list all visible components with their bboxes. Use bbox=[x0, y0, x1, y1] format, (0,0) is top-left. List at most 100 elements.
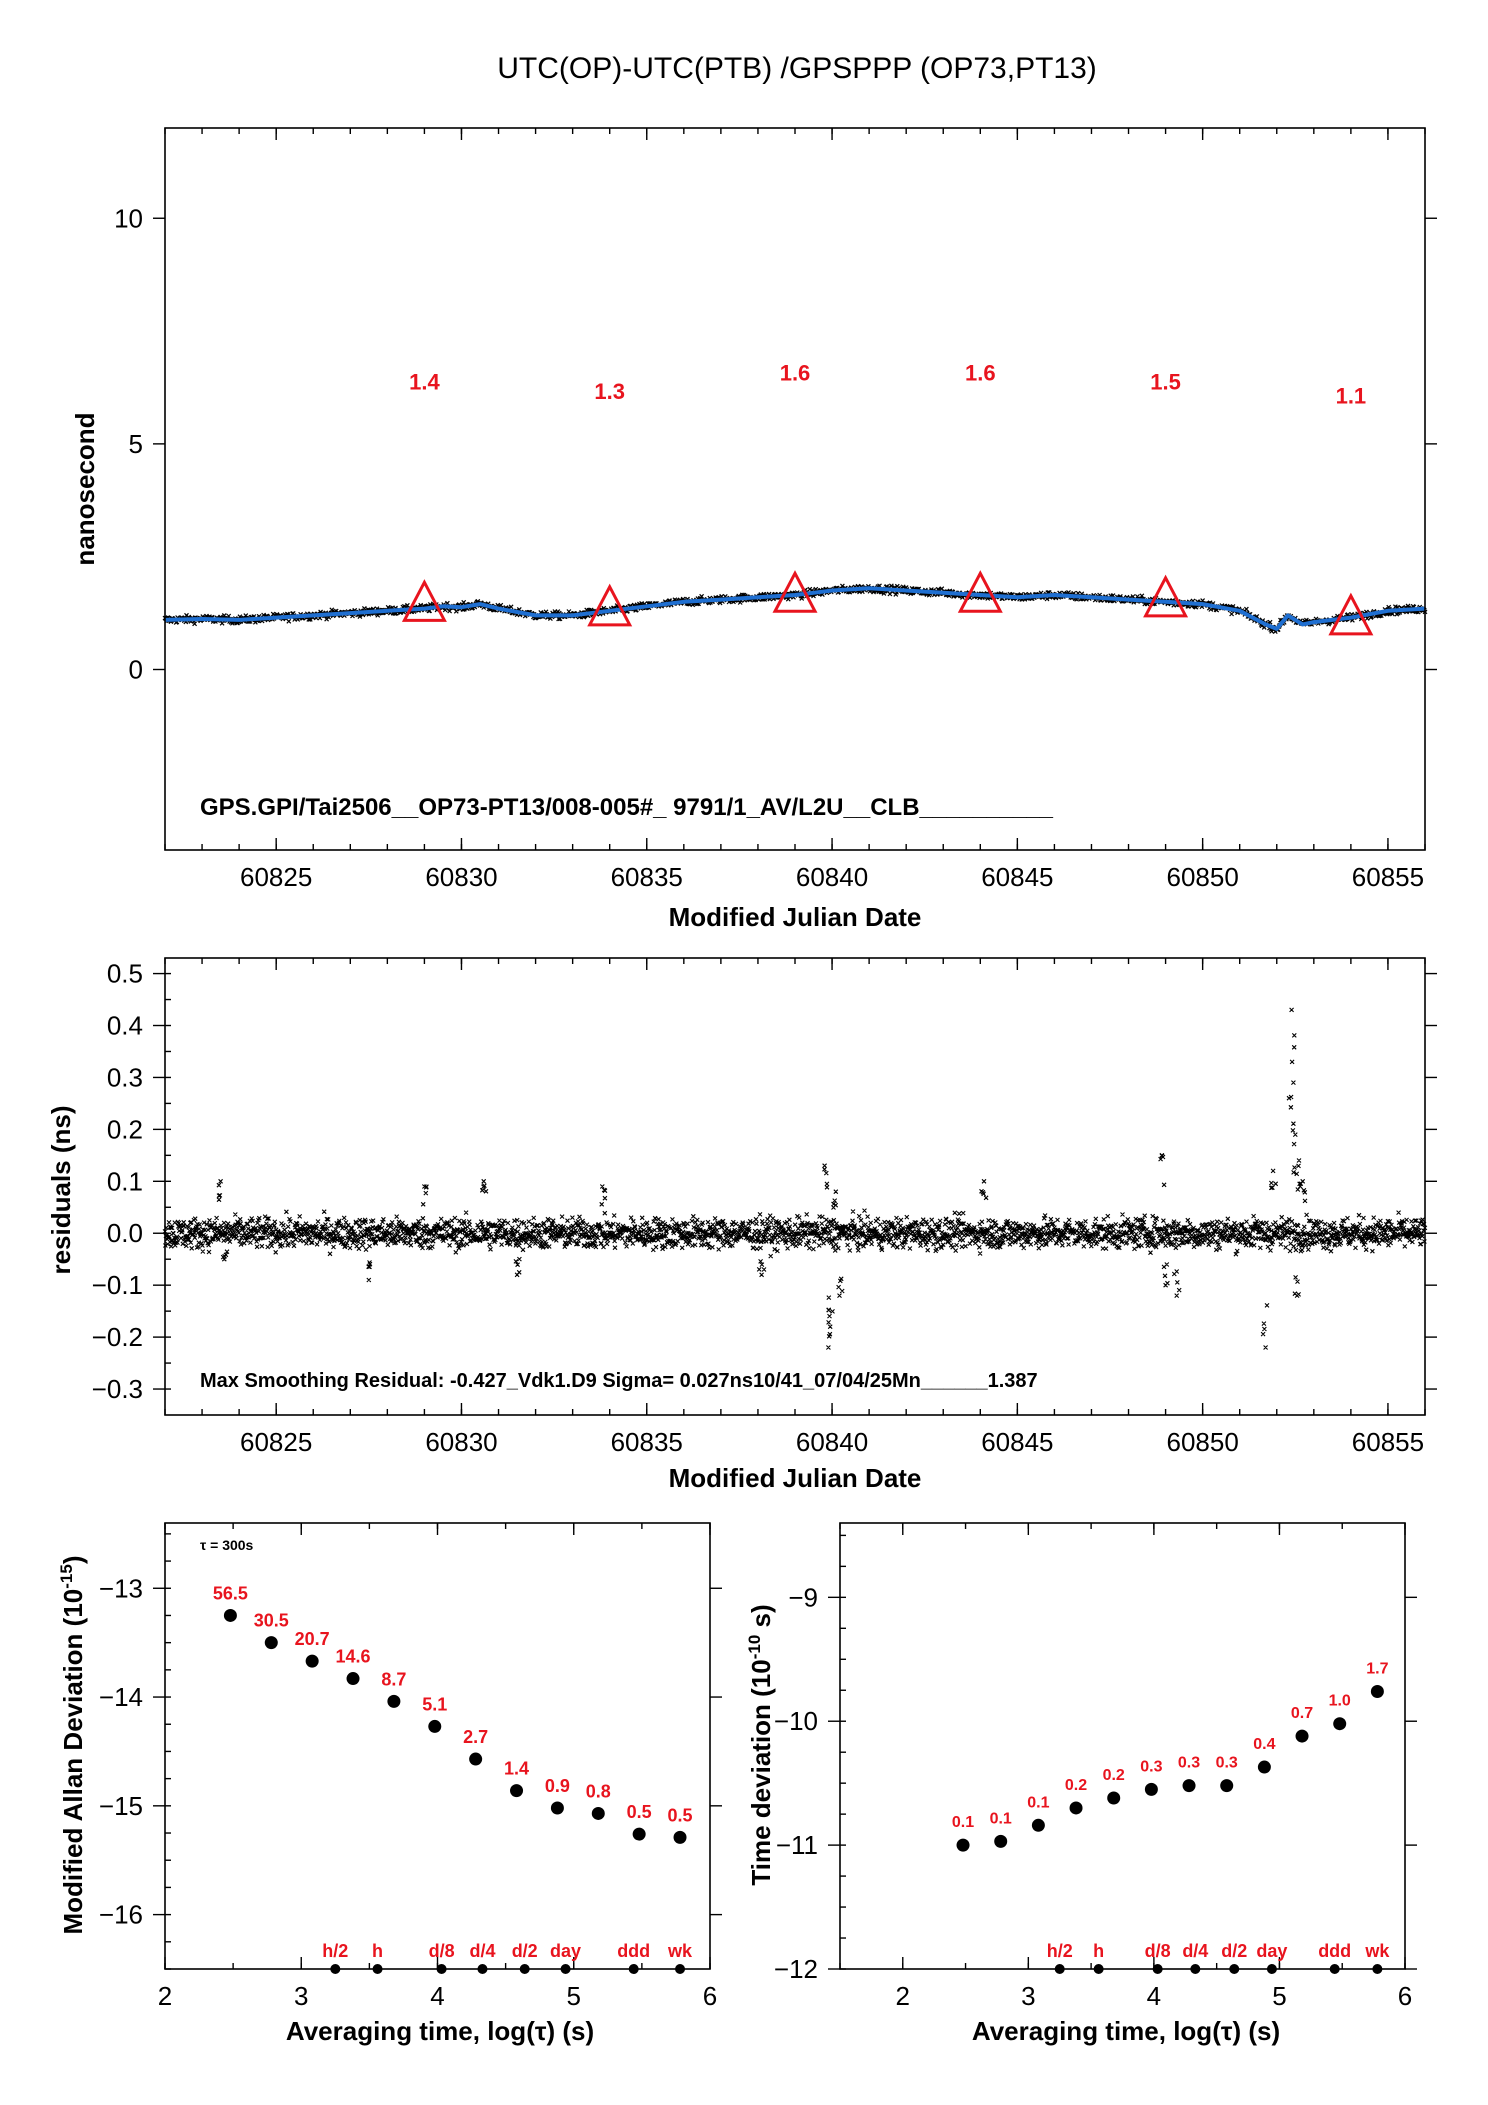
offset-marker-label: 1.1 bbox=[1336, 383, 1367, 408]
reference-label: ddd bbox=[617, 1941, 650, 1961]
y-tick-label: 0.3 bbox=[107, 1062, 143, 1092]
y-tick-label: 0.5 bbox=[107, 959, 143, 989]
deviation-point bbox=[1069, 1801, 1083, 1815]
deviation-point bbox=[1031, 1818, 1045, 1832]
x-tick-label: 2 bbox=[896, 1981, 910, 2011]
deviation-point-label: 1.4 bbox=[504, 1759, 529, 1779]
reference-marker bbox=[330, 1964, 341, 1974]
deviation-point-label: 0.8 bbox=[586, 1781, 611, 1801]
deviation-point bbox=[1182, 1779, 1196, 1793]
x-tick-label: 60835 bbox=[611, 862, 683, 892]
y-tick-label: 5 bbox=[129, 429, 143, 459]
reference-label: h/2 bbox=[322, 1941, 348, 1961]
y-tick-label: −9 bbox=[788, 1582, 818, 1612]
y-tick-label: 0 bbox=[129, 655, 143, 685]
deviation-point-label: 2.7 bbox=[463, 1727, 488, 1747]
offset-x-axis-label: Modified Julian Date bbox=[669, 902, 922, 932]
x-tick-label: 60850 bbox=[1166, 862, 1238, 892]
deviation-point-label: 5.1 bbox=[422, 1694, 447, 1714]
x-tick-label: 60830 bbox=[425, 862, 497, 892]
offset-ticks: 60825 60830 60835 60840 60845 60850 60855 0 5 10 bbox=[114, 128, 1437, 892]
deviation-point bbox=[223, 1608, 237, 1622]
residuals-x-axis-label: Modified Julian Date bbox=[669, 1463, 922, 1493]
deviation-point bbox=[1107, 1791, 1121, 1805]
offset-annotation: GPS.GPI/Tai2506__OP73-PT13/008-005#_ 979… bbox=[200, 794, 1054, 821]
deviation-point bbox=[1144, 1782, 1158, 1796]
reference-label: h bbox=[1093, 1941, 1104, 1961]
reference-label: day bbox=[1256, 1941, 1287, 1961]
offset-marker-label: 1.3 bbox=[594, 379, 625, 404]
x-tick-label: 6 bbox=[703, 1981, 717, 2011]
deviation-point bbox=[956, 1838, 970, 1852]
x-tick-label: 2 bbox=[158, 1981, 172, 2011]
x-tick-label: 5 bbox=[567, 1981, 581, 2011]
deviation-point bbox=[673, 1830, 687, 1844]
x-tick-label: 60825 bbox=[240, 862, 312, 892]
reference-label: d/8 bbox=[1145, 1941, 1171, 1961]
deviation-point bbox=[550, 1801, 564, 1815]
reference-label: d/4 bbox=[469, 1941, 495, 1961]
mdev-panel: 2 3 4 5 6 −16 −15 −14 −13 56.5 30.5 20.7 14.6 8.7 5.1… bbox=[57, 1522, 722, 2046]
deviation-point-label: 0.2 bbox=[1065, 1777, 1087, 1794]
mdev-points: 56.5 30.5 20.7 14.6 8.7 5.1 2.7 1.4 0.9 0.8 0.5 0.5… bbox=[213, 1583, 693, 1974]
y-tick-label: 10 bbox=[114, 203, 143, 233]
deviation-point bbox=[1257, 1760, 1271, 1774]
deviation-point bbox=[510, 1784, 524, 1798]
deviation-point-label: 0.1 bbox=[952, 1814, 974, 1831]
x-tick-label: 60855 bbox=[1352, 1427, 1424, 1457]
reference-marker bbox=[1229, 1964, 1240, 1974]
deviation-point-label: 0.5 bbox=[627, 1802, 652, 1822]
deviation-point-label: 14.6 bbox=[336, 1647, 371, 1667]
offset-y-axis-label: nanosecond bbox=[70, 412, 100, 565]
reference-marker bbox=[477, 1964, 488, 1974]
reference-label: wk bbox=[1364, 1941, 1390, 1961]
deviation-point-label: 20.7 bbox=[295, 1629, 330, 1649]
tdev-points: 0.1 0.1 0.1 0.2 0.2 0.3 0.3 0.3 0.4 0.7 1.0 1.7 h/2 h… bbox=[952, 1660, 1390, 1974]
deviation-point bbox=[1333, 1717, 1347, 1731]
offset-marker-label: 1.5 bbox=[1150, 370, 1181, 395]
reference-marker bbox=[1329, 1964, 1340, 1974]
y-tick-label: −14 bbox=[99, 1682, 143, 1712]
residuals-plot-frame bbox=[164, 957, 1426, 1416]
tdev-plot-frame bbox=[839, 1522, 1406, 1970]
offset-triangle-marker bbox=[772, 570, 818, 613]
x-tick-label: 60845 bbox=[981, 1427, 1053, 1457]
offset-marker-label: 1.6 bbox=[780, 361, 811, 386]
offset-triangle-marker bbox=[1143, 574, 1189, 618]
reference-marker bbox=[519, 1964, 530, 1974]
x-tick-label: 4 bbox=[430, 1981, 444, 2011]
y-tick-label: −0.3 bbox=[92, 1374, 143, 1404]
x-tick-label: 60835 bbox=[611, 1427, 683, 1457]
deviation-point bbox=[994, 1834, 1008, 1848]
x-tick-label: 4 bbox=[1147, 1981, 1161, 2011]
tdev-panel: 2 3 4 5 6−12−11−10−9 0.1 0.10.10.20.20.3 0.3 0.… bbox=[745, 1522, 1417, 2046]
x-tick-label: 60840 bbox=[796, 1427, 868, 1457]
deviation-point bbox=[591, 1806, 605, 1820]
mdev-y-axis-label: Modified Allan Deviation (10-15) bbox=[57, 1556, 88, 1935]
y-tick-label: −0.2 bbox=[92, 1322, 143, 1352]
offset-panel: 1.4 1.31.6 1.6 1.51.1 60825 60830 60835 60840 6… bbox=[70, 127, 1437, 932]
offset-triangle-marker bbox=[587, 583, 633, 627]
mdev-ticks: 2 3 4 5 6 −16 −15 −14 −13 bbox=[99, 1523, 722, 2011]
x-tick-label: 6 bbox=[1398, 1981, 1412, 2011]
reference-label: h/2 bbox=[1047, 1941, 1073, 1961]
reference-marker bbox=[1054, 1964, 1065, 1974]
deviation-point-label: 0.3 bbox=[1216, 1755, 1238, 1772]
deviation-point-label: 30.5 bbox=[254, 1611, 289, 1631]
deviation-point-label: 8.7 bbox=[381, 1669, 406, 1689]
deviation-point-label: 0.1 bbox=[990, 1810, 1012, 1827]
y-tick-label: −11 bbox=[776, 1830, 818, 1860]
y-tick-label: 0.4 bbox=[107, 1011, 143, 1041]
reference-label: day bbox=[550, 1941, 581, 1961]
deviation-point bbox=[632, 1827, 646, 1841]
deviation-point-label: 0.4 bbox=[1253, 1736, 1275, 1753]
deviation-point-label: 0.1 bbox=[1027, 1794, 1049, 1811]
x-tick-label: 3 bbox=[1021, 1981, 1035, 2011]
reference-marker bbox=[436, 1964, 447, 1974]
offset-triangle-marker bbox=[401, 579, 447, 622]
offset-plot-frame bbox=[164, 127, 1426, 851]
tdev-ticks: 2 3 4 5 6 −12 −11 −10 −9 bbox=[774, 1523, 1417, 2011]
x-tick-label: 5 bbox=[1272, 1981, 1286, 2011]
tdev-x-axis-label: Averaging time, log(τ) (s) bbox=[972, 2016, 1280, 2046]
reference-marker bbox=[560, 1964, 571, 1974]
